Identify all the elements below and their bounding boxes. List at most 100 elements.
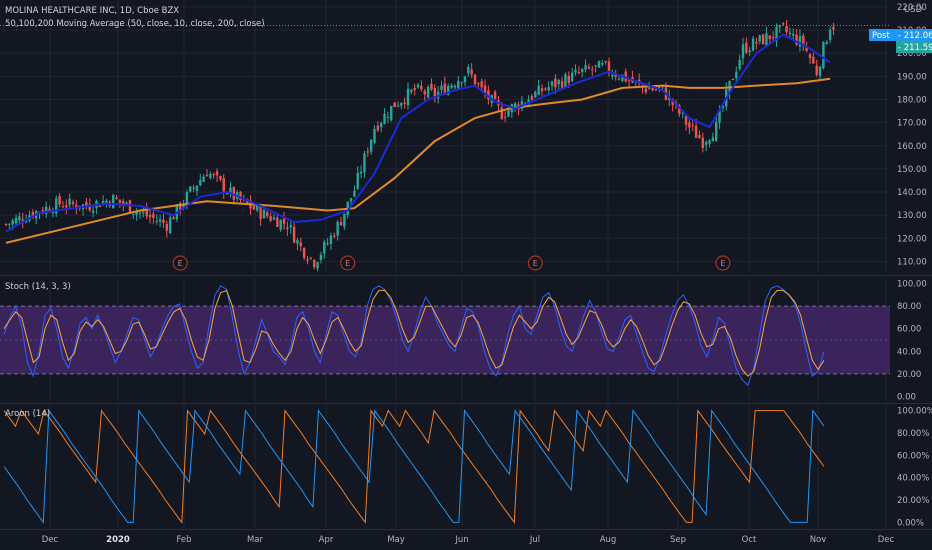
moving-average-blue-line <box>5 33 831 233</box>
candle-body-down <box>604 61 607 63</box>
candle-body-up <box>704 141 708 145</box>
candle-body-up <box>91 210 95 213</box>
candle-body-up <box>721 105 725 108</box>
candle-body-down <box>71 201 75 204</box>
candle-body-down <box>530 96 534 100</box>
candle-body-down <box>698 134 701 139</box>
candle-body-up <box>557 80 560 85</box>
candle-body-down <box>540 88 544 92</box>
post-price-tag-bg <box>896 29 932 41</box>
post-price-tag: - 212.06 <box>898 31 932 41</box>
candle-body-up <box>132 213 135 215</box>
candle-body-up <box>192 187 195 189</box>
time-axis-tick-label: Dec <box>42 535 59 545</box>
candle-body-up <box>101 201 105 205</box>
candle-body-down <box>433 88 436 98</box>
candle-body-down <box>577 72 581 74</box>
stoch-axis-tick-label: 60.00 <box>897 325 921 335</box>
candle-body-down <box>145 208 148 217</box>
candle-body-down <box>477 83 480 85</box>
candle-body-up <box>778 24 782 28</box>
candle-body-up <box>738 59 741 70</box>
candle-body-down <box>614 74 617 77</box>
candle-body-up <box>822 42 825 69</box>
earnings-marker-label: E <box>533 259 538 268</box>
candle-body-up <box>450 85 453 88</box>
aroon-down-line <box>3 409 825 524</box>
candle-body-down <box>58 196 61 205</box>
candle-body-down <box>165 223 168 231</box>
candle-body-up <box>400 102 403 106</box>
candle-body-down <box>222 178 225 193</box>
earnings-marker <box>172 255 188 271</box>
candle-body-down <box>31 212 34 218</box>
earnings-marker-label: E <box>345 259 350 268</box>
candle-body-up <box>329 235 333 244</box>
candle-body-down <box>691 124 694 126</box>
candle-body-down <box>376 125 380 131</box>
candle-body-up <box>8 223 11 225</box>
candle-body-down <box>252 205 256 210</box>
candle-body-up <box>751 38 755 51</box>
candle-body-up <box>356 172 359 189</box>
candle-body-down <box>805 47 808 51</box>
candle-body-up <box>11 220 14 225</box>
candle-body-up <box>711 137 715 142</box>
candle-body-down <box>745 42 748 53</box>
candle-body-up <box>748 50 751 53</box>
candle-body-down <box>115 197 118 199</box>
candle-body-down <box>785 26 788 33</box>
candle-body-up <box>594 65 597 67</box>
chart-title: MOLINA HEALTHCARE INC, 1D, Cboe BZX <box>5 6 179 16</box>
candle-body-down <box>309 257 313 259</box>
candle-body-down <box>684 116 688 125</box>
aroon-axis-tick-label: 20.00% <box>897 496 929 506</box>
candle-body-down <box>473 74 477 85</box>
candle-body-down <box>795 34 798 45</box>
candle-body-up <box>349 198 353 202</box>
stoch-axis-tick-label: 80.00 <box>897 302 921 312</box>
candle-body-down <box>500 107 503 119</box>
candle-body-down <box>671 99 674 106</box>
candle-body-down <box>232 187 235 200</box>
candle-body-down <box>483 85 487 94</box>
candle-body-down <box>587 66 591 69</box>
candle-body-up <box>735 71 738 78</box>
candle-body-up <box>182 203 185 208</box>
candle-body-up <box>527 99 530 105</box>
candle-body-up <box>406 88 410 106</box>
candle-body-up <box>601 63 604 65</box>
candle-body-down <box>172 217 175 220</box>
candle-body-up <box>564 74 567 88</box>
candle-body-up <box>765 33 768 46</box>
candle-body-up <box>460 82 463 84</box>
candle-body-up <box>447 86 450 95</box>
earnings-marker <box>715 255 731 271</box>
candle-body-up <box>125 202 128 204</box>
candle-body-up <box>611 74 614 77</box>
candle-body-down <box>4 223 8 225</box>
candle-body-up <box>463 76 467 83</box>
candle-body-up <box>534 91 537 98</box>
price-axis-tick-label: 120.00 <box>897 234 927 244</box>
last-price-tag: - 211.59 <box>898 43 932 53</box>
price-axis-tick-label: 170.00 <box>897 119 927 129</box>
candle-body-down <box>219 175 222 180</box>
time-axis-tick-label: Aug <box>600 535 617 545</box>
aroon-axis-tick-label: 40.00% <box>897 474 929 484</box>
candle-body-up <box>323 242 326 254</box>
candle-body-down <box>802 35 805 46</box>
indicator-subtitle: 50,100,200 Moving Average (50, close, 10… <box>5 19 265 29</box>
candle-body-down <box>423 91 426 95</box>
candle-body-up <box>369 139 373 152</box>
aroon-axis-tick-label: 60.00% <box>897 451 929 461</box>
price-axis-tick-label: 160.00 <box>897 142 927 152</box>
candle-body-down <box>122 201 125 205</box>
candle-body-up <box>158 219 162 222</box>
candle-body-up <box>185 192 189 207</box>
candle-body-down <box>591 69 594 71</box>
candle-body-down <box>88 204 91 211</box>
candle-body-down <box>420 85 423 90</box>
candle-body-up <box>363 153 366 173</box>
